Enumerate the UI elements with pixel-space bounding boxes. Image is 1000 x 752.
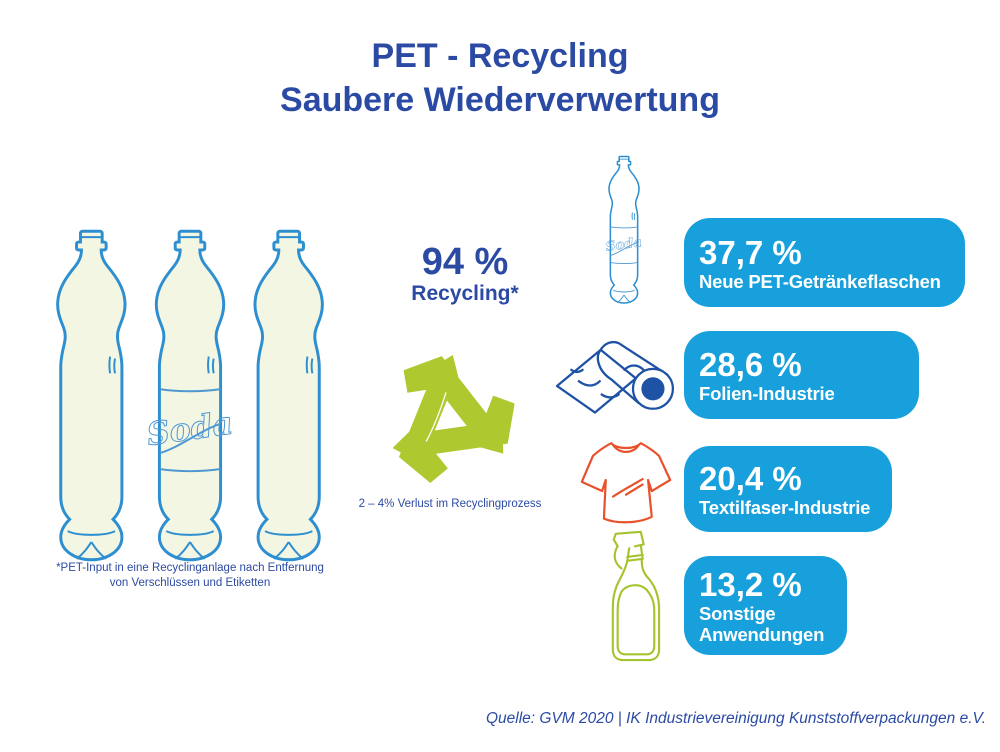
pet-bottle-left	[56, 229, 127, 562]
recycling-rate-label: Recycling*	[411, 282, 519, 305]
badge-label: Sonstige Anwendungen	[699, 603, 825, 645]
source-line: Quelle: GVM 2020 | IK Industrievereinigu…	[485, 710, 986, 727]
badge-film-industry: 28,6 % Folien-Industrie	[684, 331, 919, 419]
badge-value: 37,7 %	[699, 233, 802, 271]
footnote-line-1: *PET-Input in eine Recyclinganlage nach …	[56, 562, 324, 574]
badge-other-applications: 13,2 % Sonstige Anwendungen	[684, 556, 847, 655]
pet-bottles-illustration: Soda	[56, 229, 324, 562]
badge-textile-industry: 20,4 % Textilfaser-Industrie	[684, 446, 892, 532]
badge-new-pet-bottles: 37,7 % Neue PET-Getränkeflaschen	[684, 218, 965, 307]
badge-value: 20,4 %	[699, 460, 802, 497]
spray-bottle-icon	[611, 530, 661, 662]
pet-bottle-icon: Soda	[605, 155, 643, 304]
film-roll-icon	[555, 340, 675, 414]
badge-value: 13,2 %	[699, 566, 802, 603]
title-line-1: PET - Recycling	[371, 37, 629, 75]
footnote-line-2: von Verschlüssen und Etiketten	[109, 577, 271, 589]
badge-label: Textilfaser-Industrie	[699, 497, 871, 518]
pet-bottle-right	[253, 229, 324, 562]
badge-label: Folien-Industrie	[699, 383, 835, 404]
recycling-rate-value: 94 %	[421, 241, 509, 283]
badge-value: 28,6 %	[699, 346, 802, 383]
soda-label-small: Soda	[605, 235, 643, 255]
footnote: *PET-Input in eine Recyclinganlage nach …	[28, 561, 352, 591]
loss-note: 2 – 4% Verlust im Recyclingprozess	[358, 498, 542, 510]
pet-bottle-middle	[154, 229, 226, 562]
page-title: PET - Recycling Saubere Wiederverwertung	[0, 34, 1000, 122]
recycling-arrows-icon	[392, 355, 515, 484]
recycling-rate: 94 % Recycling*	[358, 242, 572, 306]
title-line-2: Saubere Wiederverwertung	[280, 81, 720, 119]
tshirt-icon	[580, 442, 672, 524]
badge-label: Neue PET-Getränkeflaschen	[699, 270, 941, 292]
